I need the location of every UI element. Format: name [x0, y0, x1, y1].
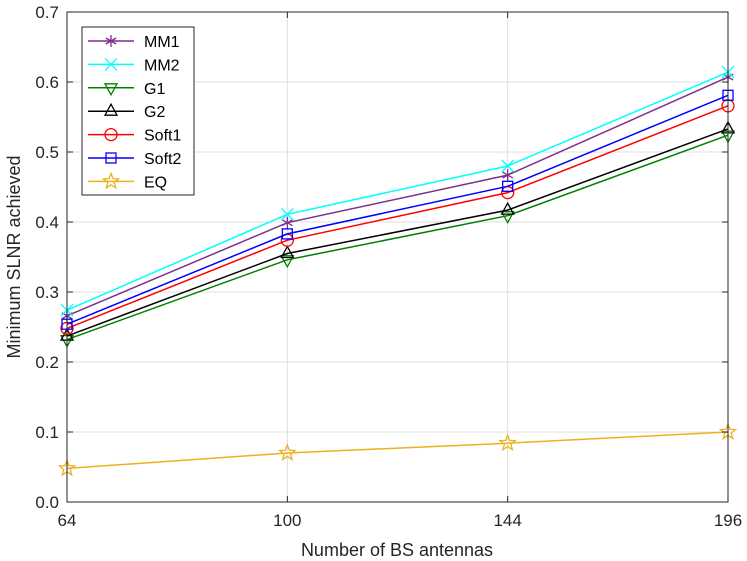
- legend-entry: EQ: [88, 171, 167, 191]
- legend: MM1 MM2 G1 G2 Soft1 Soft2 EQ: [81, 26, 195, 196]
- legend-label: MM1: [144, 34, 180, 51]
- legend-label: MM2: [144, 57, 180, 74]
- y-tick-label: 0.5: [35, 143, 59, 162]
- data-point: [281, 216, 293, 229]
- series-layer: [57, 65, 738, 477]
- y-axis-label: Minimum SLNR achieved: [4, 155, 24, 358]
- plot-frame: [66, 11, 729, 503]
- axis-ticks: 64 100 144 196 0.0 0.1 0.2 0.3 0.4 0.5 0.6 0.7: [35, 3, 742, 530]
- data-point: [105, 35, 117, 47]
- series-line: [66, 94, 729, 325]
- legend-entry: Soft1: [88, 128, 181, 145]
- y-tick-label: 0.1: [35, 423, 59, 442]
- data-point: [105, 152, 117, 164]
- series-line: [66, 105, 729, 330]
- data-point: [280, 207, 294, 221]
- series-line: [66, 431, 729, 470]
- data-point: [502, 180, 514, 192]
- legend-entry: Soft2: [88, 151, 181, 168]
- y-tick-label: 0.2: [35, 353, 59, 372]
- series-line: [66, 76, 729, 317]
- data-point: [500, 211, 515, 225]
- series-line: [66, 71, 729, 311]
- legend-label: G1: [144, 81, 165, 98]
- data-point: [502, 169, 514, 182]
- x-tick-label: 144: [493, 511, 521, 530]
- legend-label: G2: [144, 104, 165, 121]
- x-axis-label: Number of BS antennas: [301, 540, 493, 560]
- series-line: [66, 128, 729, 337]
- data-point: [277, 443, 297, 461]
- data-point: [101, 171, 121, 190]
- series-line: [66, 134, 729, 341]
- legend-label: Soft1: [144, 128, 181, 145]
- data-point: [280, 255, 295, 269]
- legend-label: EQ: [144, 174, 167, 191]
- y-tick-label: 0.4: [35, 213, 59, 232]
- data-point: [501, 159, 515, 173]
- y-tick-label: 0.0: [35, 493, 59, 512]
- legend-entry: MM1: [88, 34, 180, 51]
- legend-entry: MM2: [88, 57, 180, 74]
- data-point: [281, 228, 293, 240]
- y-tick-label: 0.3: [35, 283, 59, 302]
- data-point: [103, 83, 119, 97]
- data-point: [280, 245, 295, 259]
- data-point: [104, 127, 118, 142]
- data-point: [500, 201, 515, 215]
- x-tick-label: 64: [58, 511, 77, 530]
- y-tick-label: 0.7: [35, 3, 59, 22]
- x-tick-label: 196: [714, 511, 742, 530]
- legend-label: Soft2: [144, 151, 181, 168]
- legend-entry: G1: [88, 81, 165, 98]
- y-tick-label: 0.6: [35, 73, 59, 92]
- data-point: [498, 433, 518, 452]
- data-point: [104, 57, 118, 71]
- data-point: [103, 102, 119, 116]
- legend-entry: G2: [88, 102, 165, 121]
- x-tick-label: 100: [273, 511, 301, 530]
